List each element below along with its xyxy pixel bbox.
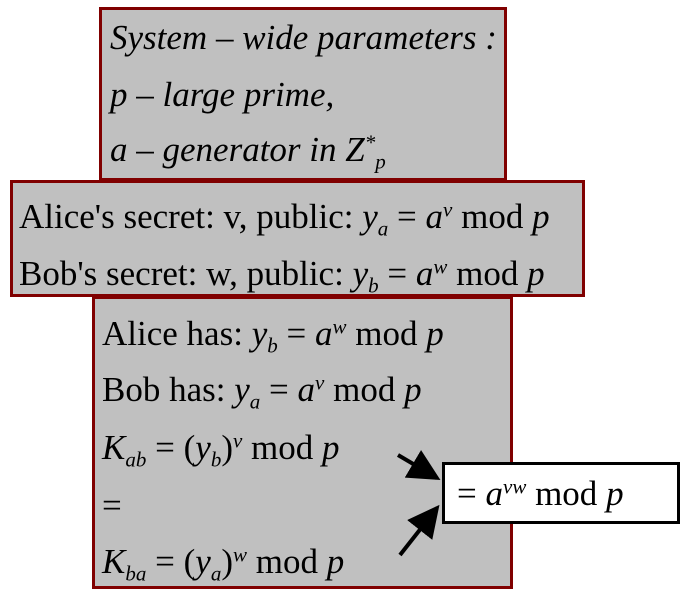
key-exchange-box: Alice has: yb = aw mod p Bob has: ya = a… (92, 296, 513, 589)
system-parameters-title: System – wide parameters : (110, 18, 497, 57)
shared-secret-box: = avw mod p (442, 462, 680, 524)
arrow-lower (398, 504, 440, 557)
alice-key-line: Alice's secret: v, public: ya = av mod p (19, 197, 550, 241)
generator-parameter-line: a – generator in Z*p (110, 130, 386, 174)
bob-has-line: Bob has: ya = av mod p (102, 370, 422, 414)
alice-has-label: Alice has: (102, 314, 243, 353)
alice-key-label: Alice's secret: v, public: (19, 197, 354, 236)
bob-shared-key-line: Kba = (ya)w mod p (102, 542, 345, 586)
arrow-upper (396, 449, 441, 481)
shared-secret-formula: = avw mod p (457, 474, 624, 513)
system-parameters-box: System – wide parameters : p – large pri… (99, 7, 507, 181)
alice-has-line: Alice has: yb = aw mod p (102, 314, 444, 358)
bob-key-line: Bob's secret: w, public: yb = aw mod p (19, 254, 545, 298)
prime-parameter-line: p – large prime, (110, 75, 335, 114)
public-keys-box: Alice's secret: v, public: ya = av mod p… (10, 180, 585, 297)
equality-sign: = (102, 486, 122, 525)
bob-has-label: Bob has: (102, 370, 226, 409)
alice-shared-key-line: Kab = (yb)v mod p (102, 428, 340, 472)
bob-key-label: Bob's secret: w, public: (19, 254, 344, 293)
